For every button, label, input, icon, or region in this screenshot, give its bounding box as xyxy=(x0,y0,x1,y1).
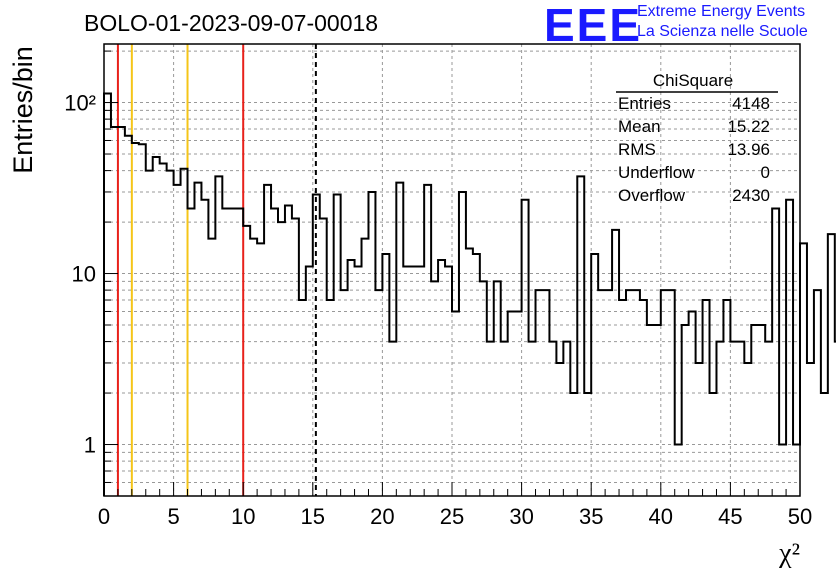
x-tick-label: 15 xyxy=(301,504,325,529)
stats-box: ChiSquare Entries 4148 Mean 15.22 RMS 13.96 Un… xyxy=(616,71,778,205)
x-axis-label: χ² xyxy=(778,538,800,569)
x-tick-label: 0 xyxy=(98,504,110,529)
x-tick-label: 35 xyxy=(579,504,603,529)
y-axis-label: Entries/bin xyxy=(8,46,38,174)
grid xyxy=(104,44,800,496)
x-tick-label: 20 xyxy=(370,504,394,529)
chart-title: BOLO-01-2023-09-07-00018 xyxy=(84,10,379,36)
y-tick-label: 1 xyxy=(84,433,96,458)
marker-lines xyxy=(116,44,317,496)
x-tick-label: 25 xyxy=(440,504,464,529)
x-tick-label: 40 xyxy=(649,504,673,529)
stat-value: 15.22 xyxy=(727,117,770,136)
x-tick-label: 30 xyxy=(509,504,533,529)
stat-label: Overflow xyxy=(618,186,686,205)
stat-value: 0 xyxy=(761,163,770,182)
axis-ticks: 0 5 10 15 20 25 30 35 40 45 50 1 10 10² xyxy=(64,50,812,529)
x-tick-label: 45 xyxy=(718,504,742,529)
x-tick-label: 50 xyxy=(788,504,812,529)
histogram-bars xyxy=(103,92,836,496)
stat-label: RMS xyxy=(618,140,656,159)
stat-label: Mean xyxy=(618,117,661,136)
stat-label: Underflow xyxy=(618,163,695,182)
stat-value: 4148 xyxy=(732,94,770,113)
stat-label: Entries xyxy=(618,94,671,113)
eee-tagline-1: Extreme Energy Events xyxy=(637,3,806,20)
y-tick-label: 10² xyxy=(64,91,96,116)
eee-logo: EEE xyxy=(544,0,643,51)
x-tick-label: 5 xyxy=(167,504,179,529)
histogram-steps xyxy=(103,92,836,496)
stats-title: ChiSquare xyxy=(653,71,733,90)
x-tick-label: 10 xyxy=(231,504,255,529)
stat-value: 13.96 xyxy=(727,140,770,159)
y-tick-label: 10 xyxy=(72,262,96,287)
stat-value: 2430 xyxy=(732,186,770,205)
eee-tagline-2: La Scienza nelle Scuole xyxy=(637,23,808,40)
